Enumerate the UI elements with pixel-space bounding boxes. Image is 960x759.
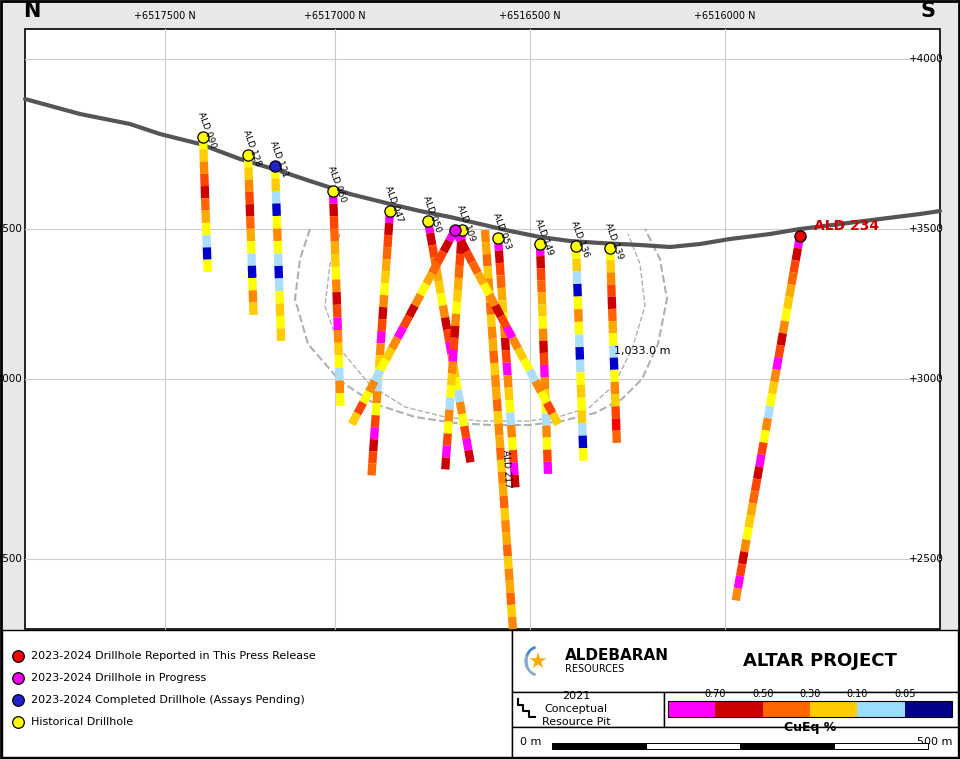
Text: +6517500 N: +6517500 N — [134, 11, 196, 21]
Text: ALD 050: ALD 050 — [421, 195, 443, 234]
Text: 1,033.0 m: 1,033.0 m — [614, 346, 670, 356]
Text: ALD 109: ALD 109 — [455, 204, 477, 243]
Point — [454, 224, 469, 236]
Point — [325, 185, 341, 197]
Bar — [740, 743, 834, 749]
Bar — [512, 630, 958, 692]
Text: ALTAR PROJECT: ALTAR PROJECT — [743, 652, 897, 670]
Text: ALD 121: ALD 121 — [269, 140, 290, 179]
Point — [382, 205, 397, 217]
Text: S: S — [921, 1, 935, 21]
Point — [11, 716, 26, 728]
Point — [11, 694, 26, 706]
Text: ALD 234: ALD 234 — [814, 219, 879, 233]
Text: ALD 053: ALD 053 — [492, 212, 513, 251]
Bar — [552, 743, 646, 749]
Text: 2023-2024 Drillhole in Progress: 2023-2024 Drillhole in Progress — [31, 673, 206, 683]
Bar — [512, 727, 958, 757]
Bar — [762, 701, 810, 717]
Text: +3000: +3000 — [909, 374, 944, 384]
Text: +6516500 N: +6516500 N — [499, 11, 561, 21]
Point — [532, 238, 547, 250]
Text: 500 m: 500 m — [917, 737, 952, 747]
Text: 0.50: 0.50 — [752, 689, 774, 699]
Text: ALD 139: ALD 139 — [604, 222, 625, 261]
Bar — [646, 743, 740, 749]
Text: +4000: +4000 — [909, 54, 944, 64]
Text: 2023-2024 Completed Drillhole (Assays Pending): 2023-2024 Completed Drillhole (Assays Pe… — [31, 695, 304, 705]
Bar — [904, 701, 952, 717]
Text: 2021
Conceptual
Resource Pit: 2021 Conceptual Resource Pit — [542, 691, 611, 727]
Point — [240, 149, 255, 161]
Text: +3000: +3000 — [0, 374, 23, 384]
Point — [602, 242, 617, 254]
Text: Historical Drillhole: Historical Drillhole — [31, 717, 133, 727]
Text: RESOURCES: RESOURCES — [565, 664, 624, 674]
Text: 0.10: 0.10 — [847, 689, 868, 699]
Point — [420, 215, 436, 227]
Bar — [2, 630, 512, 757]
Bar — [668, 701, 715, 717]
Point — [11, 650, 26, 662]
Point — [530, 655, 545, 667]
Text: ALD 128: ALD 128 — [242, 129, 263, 168]
Text: +3500: +3500 — [909, 224, 944, 234]
Point — [568, 240, 584, 252]
Bar — [668, 701, 952, 717]
Bar — [810, 701, 857, 717]
Text: +3500: +3500 — [0, 224, 23, 234]
Text: +6517000 N: +6517000 N — [304, 637, 366, 647]
Text: ALD 047: ALD 047 — [383, 185, 405, 224]
Point — [11, 672, 26, 684]
Text: CuEq %: CuEq % — [784, 721, 836, 734]
Text: +6516000 N: +6516000 N — [694, 11, 756, 21]
Text: +2500: +2500 — [0, 554, 23, 564]
Point — [447, 224, 463, 236]
Text: ALD 149: ALD 149 — [534, 218, 555, 257]
Text: ALD 090: ALD 090 — [197, 111, 218, 150]
Point — [792, 230, 807, 242]
Text: 0.05: 0.05 — [894, 689, 916, 699]
Text: ALD 217: ALD 217 — [501, 449, 512, 487]
Text: 0.70: 0.70 — [705, 689, 726, 699]
Text: ALD 060: ALD 060 — [326, 165, 348, 204]
Point — [267, 160, 282, 172]
Bar — [512, 692, 664, 727]
Text: ALDEBARAN: ALDEBARAN — [565, 648, 669, 663]
Text: N: N — [23, 1, 40, 21]
Point — [195, 131, 210, 143]
Bar — [834, 743, 928, 749]
Bar — [857, 701, 904, 717]
Text: 0 m: 0 m — [520, 737, 541, 747]
Bar — [715, 701, 762, 717]
Text: 0.30: 0.30 — [800, 689, 821, 699]
Bar — [664, 692, 958, 727]
Text: +2500: +2500 — [909, 554, 944, 564]
Point — [491, 232, 506, 244]
Text: 2023-2024 Drillhole Reported in This Press Release: 2023-2024 Drillhole Reported in This Pre… — [31, 651, 316, 661]
Bar — [25, 29, 940, 629]
Text: ALD 136: ALD 136 — [569, 220, 591, 259]
Text: +6517000 N: +6517000 N — [304, 11, 366, 21]
